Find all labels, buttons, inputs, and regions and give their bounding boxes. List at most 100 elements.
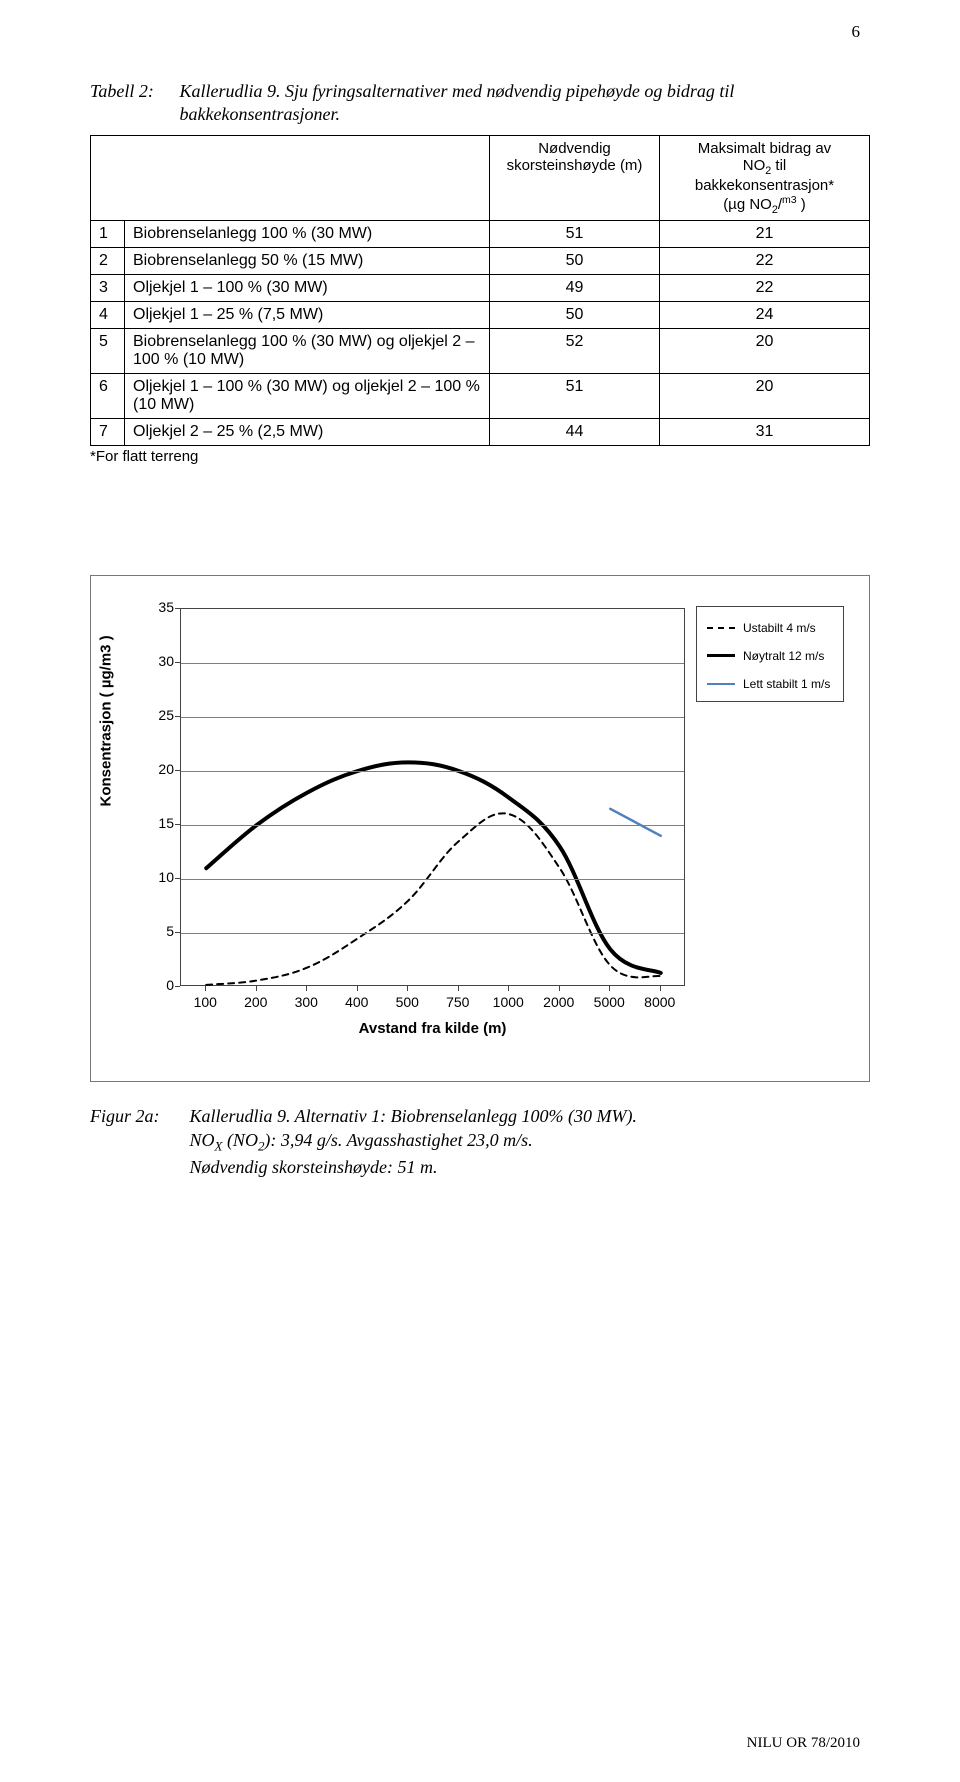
x-tick-label: 300 [284,994,328,1010]
table-row: 1 Biobrenselanlegg 100 % (30 MW) 51 21 [91,220,870,247]
cell-idx: 7 [91,418,125,445]
page: 6 Tabell 2: Kallerudlia 9. Sju fyringsal… [0,0,960,1782]
th-col3: Maksimalt bidrag av NO2 til bakkekonsent… [660,135,870,220]
x-tick-label: 750 [436,994,480,1010]
table-row: 7 Oljekjel 2 – 25 % (2,5 MW) 44 31 [91,418,870,445]
series-line [610,809,661,836]
y-tick-label: 5 [144,923,174,939]
x-tick-label: 100 [183,994,227,1010]
y-tick-label: 25 [144,707,174,723]
legend-swatch-dashed [707,621,735,635]
cell-idx: 1 [91,220,125,247]
cell-c3: 24 [660,301,870,328]
series-line [206,762,661,973]
x-axis-title: Avstand fra kilde (m) [180,1020,685,1037]
th-col3-l2-pre: NO [743,157,766,174]
th-col3-l4-sup: m3 [782,194,797,206]
cell-c2: 51 [490,220,660,247]
figure-label: Figur 2a: [90,1104,185,1128]
th-col2: Nødvendig skorsteinshøyde (m) [490,135,660,220]
cell-c2: 51 [490,373,660,418]
legend-item: Nøytralt 12 m/s [707,649,833,663]
page-number: 6 [852,22,861,42]
legend-label: Nøytralt 12 m/s [743,649,824,663]
x-tick-label: 200 [234,994,278,1010]
th-col3-l4-post: ) [797,196,806,213]
th-col3-l2-post: til [775,157,786,174]
cell-c2: 44 [490,418,660,445]
legend: Ustabilt 4 m/s Nøytralt 12 m/s Lett stab… [696,606,844,702]
y-axis-title: Konsentrasjon ( µg/m3 ) [98,635,115,806]
cell-desc: Oljekjel 1 – 100 % (30 MW) [125,274,490,301]
cell-c3: 20 [660,328,870,373]
data-table: Nødvendig skorsteinshøyde (m) Maksimalt … [90,135,870,446]
cell-desc: Oljekjel 1 – 100 % (30 MW) og oljekjel 2… [125,373,490,418]
table-row: 5 Biobrenselanlegg 100 % (30 MW) og olje… [91,328,870,373]
cell-idx: 5 [91,328,125,373]
cell-c3: 20 [660,373,870,418]
x-tick-label: 1000 [486,994,530,1010]
cell-idx: 6 [91,373,125,418]
cell-idx: 4 [91,301,125,328]
figure-caption: Figur 2a: Kallerudlia 9. Alternativ 1: B… [90,1104,870,1180]
legend-label: Ustabilt 4 m/s [743,621,816,635]
caption-text: Kallerudlia 9. Sju fyringsalternativer m… [180,80,820,127]
table-row: 3 Oljekjel 1 – 100 % (30 MW) 49 22 [91,274,870,301]
table-caption: Tabell 2: Kallerudlia 9. Sju fyringsalte… [90,80,870,127]
legend-item: Ustabilt 4 m/s [707,621,833,635]
cell-desc: Biobrenselanlegg 50 % (15 MW) [125,247,490,274]
chart-inner: Konsentrasjon ( µg/m3 ) Avstand fra kild… [110,598,850,1063]
table-footnote: *For flatt terreng [90,448,870,465]
series-line [206,813,661,985]
legend-item: Lett stabilt 1 m/s [707,677,833,691]
legend-label: Lett stabilt 1 m/s [743,677,830,691]
th-col3-l1: Maksimalt bidrag av [698,140,831,157]
y-tick-label: 15 [144,815,174,831]
table-row: 4 Oljekjel 1 – 25 % (7,5 MW) 50 24 [91,301,870,328]
y-tick-label: 10 [144,869,174,885]
x-tick-label: 5000 [587,994,631,1010]
caption-label: Tabell 2: [90,80,175,103]
table-row: 6 Oljekjel 1 – 100 % (30 MW) og oljekjel… [91,373,870,418]
fc-l2-pre: NO [190,1130,215,1150]
cell-c3: 22 [660,247,870,274]
cell-desc: Oljekjel 1 – 25 % (7,5 MW) [125,301,490,328]
cell-c2: 49 [490,274,660,301]
cell-c2: 50 [490,247,660,274]
legend-swatch-solid [707,649,735,663]
cell-desc: Biobrenselanlegg 100 % (30 MW) [125,220,490,247]
fc-l1: Kallerudlia 9. Alternativ 1: Biobrensela… [190,1106,637,1126]
figure-text: Kallerudlia 9. Alternativ 1: Biobrensela… [190,1104,830,1180]
cell-c2: 50 [490,301,660,328]
y-tick-label: 30 [144,653,174,669]
cell-idx: 3 [91,274,125,301]
x-tick-label: 8000 [638,994,682,1010]
chart-svg [181,609,686,987]
th-col3-l4-pre: (µg NO [723,196,772,213]
legend-swatch-blue [707,677,735,691]
cell-c3: 21 [660,220,870,247]
cell-c3: 22 [660,274,870,301]
chart-container: Konsentrasjon ( µg/m3 ) Avstand fra kild… [90,575,870,1082]
x-tick-label: 500 [385,994,429,1010]
x-tick-label: 400 [335,994,379,1010]
th-col3-l2-sub: 2 [765,165,771,177]
fc-l2-mid: (NO [222,1130,258,1150]
table-row: 2 Biobrenselanlegg 50 % (15 MW) 50 22 [91,247,870,274]
cell-desc: Oljekjel 2 – 25 % (2,5 MW) [125,418,490,445]
y-tick-label: 0 [144,977,174,993]
table-body: 1 Biobrenselanlegg 100 % (30 MW) 51 21 2… [91,220,870,445]
fc-l3: Nødvendig skorsteinshøyde: 51 m. [190,1157,438,1177]
cell-idx: 2 [91,247,125,274]
th-col3-l3: bakkekonsentrasjon* [695,177,834,194]
cell-c3: 31 [660,418,870,445]
footer: NILU OR 78/2010 [747,1735,860,1752]
y-tick-label: 20 [144,761,174,777]
y-tick-label: 35 [144,599,174,615]
cell-desc: Biobrenselanlegg 100 % (30 MW) og oljekj… [125,328,490,373]
fc-l2-post: ): 3,94 g/s. Avgasshastighet 23,0 m/s. [264,1130,532,1150]
x-tick-label: 2000 [537,994,581,1010]
cell-c2: 52 [490,328,660,373]
th-blank [91,135,490,220]
plot-area [180,608,685,986]
